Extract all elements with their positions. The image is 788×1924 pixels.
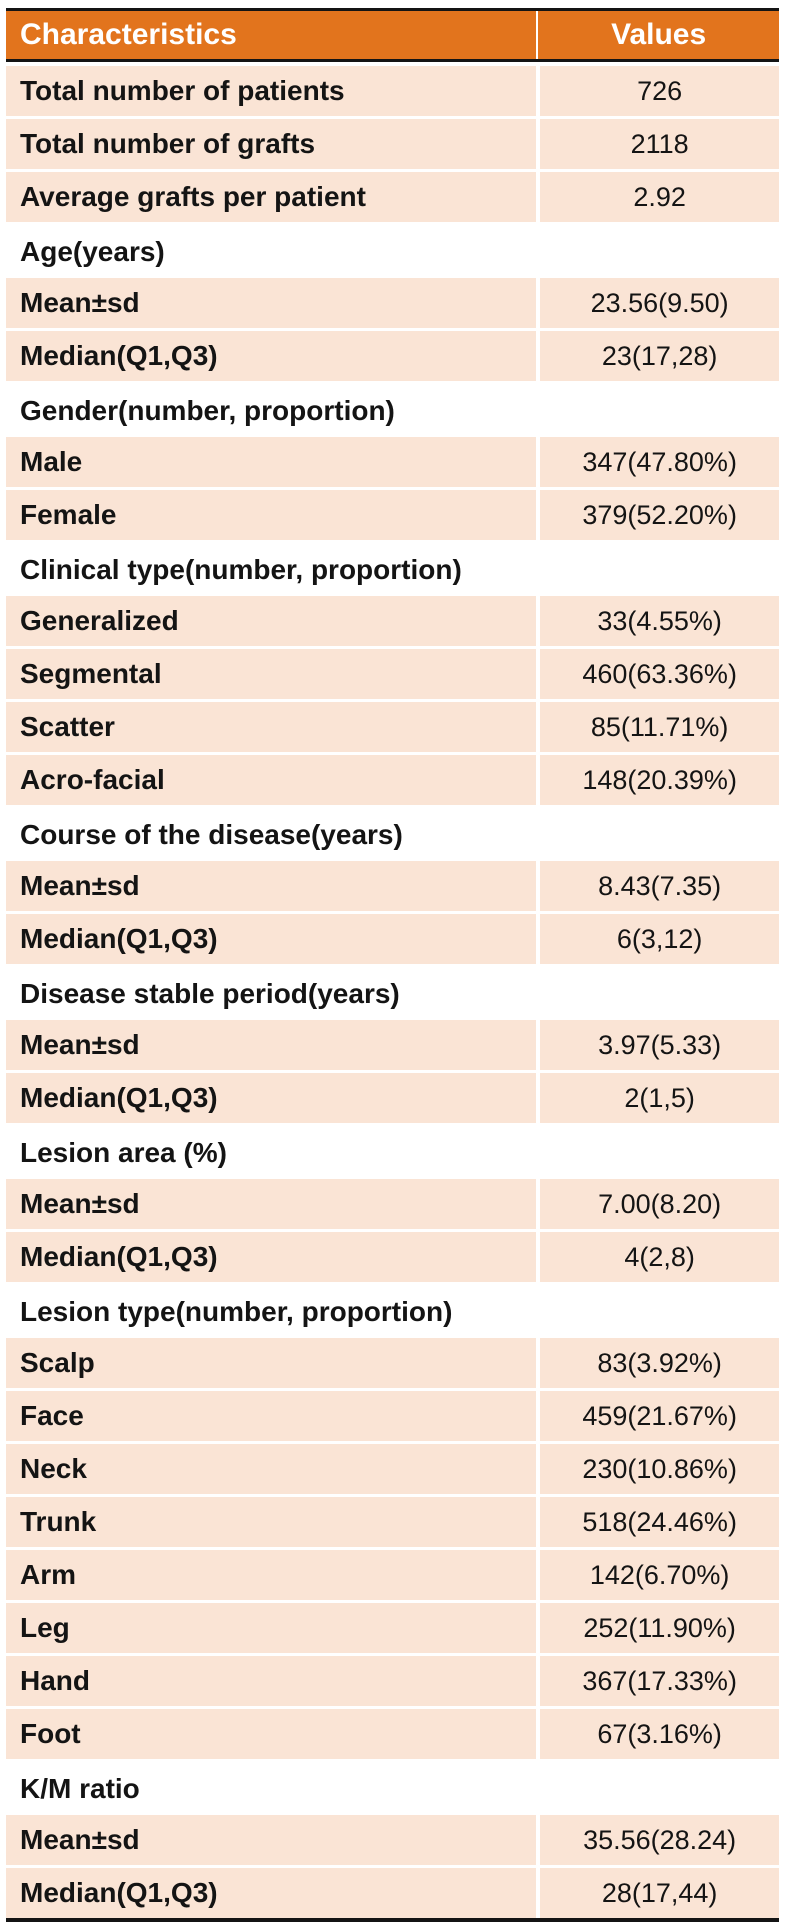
table-row: Leg 252(11.90%) xyxy=(6,1603,779,1653)
row-label: Median(Q1,Q3) xyxy=(20,1082,218,1113)
row-value: 460(63.36%) xyxy=(536,649,779,699)
table-row: Face 459(21.67%) xyxy=(6,1391,779,1441)
table-row: Mean±sd 35.56(28.24) xyxy=(6,1815,779,1865)
table-row: Female 379(52.20%) xyxy=(6,490,779,540)
row-label: Female xyxy=(20,499,117,530)
row-value: 367(17.33%) xyxy=(536,1656,779,1706)
table-row: Male 347(47.80%) xyxy=(6,437,779,487)
row-value: 142(6.70%) xyxy=(536,1550,779,1600)
row-label: Mean±sd xyxy=(20,287,140,318)
section-header-row: Course of the disease(years) xyxy=(6,808,779,861)
table-row: Median(Q1,Q3) 23(17,28) xyxy=(6,331,779,381)
row-value: 459(21.67%) xyxy=(536,1391,779,1441)
table-row: Acro-facial 148(20.39%) xyxy=(6,755,779,805)
row-value: 83(3.92%) xyxy=(536,1338,779,1388)
row-value: 28(17,44) xyxy=(536,1868,779,1918)
table-row: Median(Q1,Q3) 28(17,44) xyxy=(6,1868,779,1918)
table-header-row: Characteristics Values xyxy=(6,8,779,62)
row-value: 148(20.39%) xyxy=(536,755,779,805)
row-value: 230(10.86%) xyxy=(536,1444,779,1494)
row-value: 2(1,5) xyxy=(536,1073,779,1123)
table-row: Segmental 460(63.36%) xyxy=(6,649,779,699)
row-label: Average grafts per patient xyxy=(20,181,366,212)
row-label: Median(Q1,Q3) xyxy=(20,1877,218,1908)
row-value: 67(3.16%) xyxy=(536,1709,779,1759)
row-label: Mean±sd xyxy=(20,1188,140,1219)
row-label: Leg xyxy=(20,1612,70,1643)
row-value: 7.00(8.20) xyxy=(536,1179,779,1229)
row-value: 347(47.80%) xyxy=(536,437,779,487)
section-header-row: Clinical type(number, proportion) xyxy=(6,543,779,596)
row-value: 252(11.90%) xyxy=(536,1603,779,1653)
row-label: Acro-facial xyxy=(20,764,165,795)
row-label: Median(Q1,Q3) xyxy=(20,340,218,371)
row-label: Total number of grafts xyxy=(20,128,316,159)
row-value: 23.56(9.50) xyxy=(536,278,779,328)
section-header-row: Age(years) xyxy=(6,225,779,278)
row-label: Mean±sd xyxy=(20,870,140,901)
row-value: 2.92 xyxy=(536,172,779,222)
row-value: 4(2,8) xyxy=(536,1232,779,1282)
table-row: Arm 142(6.70%) xyxy=(6,1550,779,1600)
section-header-row: Lesion type(number, proportion) xyxy=(6,1285,779,1338)
row-label: Total number of patients xyxy=(20,75,345,106)
column-header-values: Values xyxy=(536,11,779,59)
table-row: Mean±sd 23.56(9.50) xyxy=(6,278,779,328)
row-label: Generalized xyxy=(20,605,179,636)
row-value: 35.56(28.24) xyxy=(536,1815,779,1865)
table-row: Scalp 83(3.92%) xyxy=(6,1338,779,1388)
row-value: 518(24.46%) xyxy=(536,1497,779,1547)
row-value: 2118 xyxy=(536,119,779,169)
section-header-row: K/M ratio xyxy=(6,1762,779,1815)
row-label: Median(Q1,Q3) xyxy=(20,923,218,954)
row-value: 6(3,12) xyxy=(536,914,779,964)
table-row: Foot 67(3.16%) xyxy=(6,1709,779,1759)
table-row: Median(Q1,Q3) 6(3,12) xyxy=(6,914,779,964)
column-header-characteristics: Characteristics xyxy=(20,18,237,51)
table-row: Total number of grafts 2118 xyxy=(6,119,779,169)
row-label: Scatter xyxy=(20,711,115,742)
row-label: Foot xyxy=(20,1718,81,1749)
row-value: 33(4.55%) xyxy=(536,596,779,646)
row-label: Male xyxy=(20,446,83,477)
section-header-row: Gender(number, proportion) xyxy=(6,384,779,437)
section-header-row: Lesion area (%) xyxy=(6,1126,779,1179)
table-row: Mean±sd 8.43(7.35) xyxy=(6,861,779,911)
row-value: 379(52.20%) xyxy=(536,490,779,540)
row-label: Hand xyxy=(20,1665,90,1696)
row-value: 3.97(5.33) xyxy=(536,1020,779,1070)
section-header-row: Disease stable period(years) xyxy=(6,967,779,1020)
row-label: Arm xyxy=(20,1559,77,1590)
row-label: Trunk xyxy=(20,1506,97,1537)
table-row: Mean±sd 3.97(5.33) xyxy=(6,1020,779,1070)
table-body: Characteristics Values Total number of p… xyxy=(6,8,779,1922)
table-row: Mean±sd 7.00(8.20) xyxy=(6,1179,779,1229)
row-label: Neck xyxy=(20,1453,87,1484)
table-row: Scatter 85(11.71%) xyxy=(6,702,779,752)
row-label: Face xyxy=(20,1400,84,1431)
row-label: Mean±sd xyxy=(20,1824,140,1855)
table-row: Neck 230(10.86%) xyxy=(6,1444,779,1494)
table-row: Trunk 518(24.46%) xyxy=(6,1497,779,1547)
row-value: 23(17,28) xyxy=(536,331,779,381)
row-value: 85(11.71%) xyxy=(536,702,779,752)
table-row: Median(Q1,Q3) 4(2,8) xyxy=(6,1232,779,1282)
row-label: Mean±sd xyxy=(20,1029,140,1060)
row-label: Segmental xyxy=(20,658,162,689)
table-row: Median(Q1,Q3) 2(1,5) xyxy=(6,1073,779,1123)
row-label: Scalp xyxy=(20,1347,95,1378)
row-label: Median(Q1,Q3) xyxy=(20,1241,218,1272)
row-value: 726 xyxy=(536,66,779,116)
table-row: Total number of patients 726 xyxy=(6,66,779,116)
table-row: Hand 367(17.33%) xyxy=(6,1656,779,1706)
table-row: Average grafts per patient 2.92 xyxy=(6,172,779,222)
table-row: Generalized 33(4.55%) xyxy=(6,596,779,646)
row-value: 8.43(7.35) xyxy=(536,861,779,911)
